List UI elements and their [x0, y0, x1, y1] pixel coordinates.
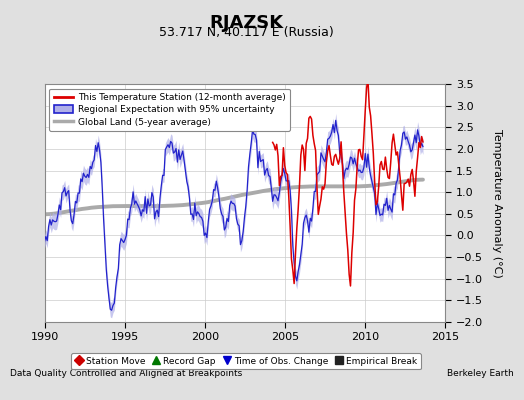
- Text: 53.717 N, 40.117 E (Russia): 53.717 N, 40.117 E (Russia): [159, 26, 334, 39]
- Legend: This Temperature Station (12-month average), Regional Expectation with 95% uncer: This Temperature Station (12-month avera…: [49, 88, 290, 131]
- Legend: Station Move, Record Gap, Time of Obs. Change, Empirical Break: Station Move, Record Gap, Time of Obs. C…: [71, 353, 421, 370]
- Text: Berkeley Earth: Berkeley Earth: [447, 369, 514, 378]
- Text: Data Quality Controlled and Aligned at Breakpoints: Data Quality Controlled and Aligned at B…: [10, 369, 243, 378]
- Text: RJAZSK: RJAZSK: [209, 14, 283, 32]
- Y-axis label: Temperature Anomaly (°C): Temperature Anomaly (°C): [493, 129, 503, 277]
